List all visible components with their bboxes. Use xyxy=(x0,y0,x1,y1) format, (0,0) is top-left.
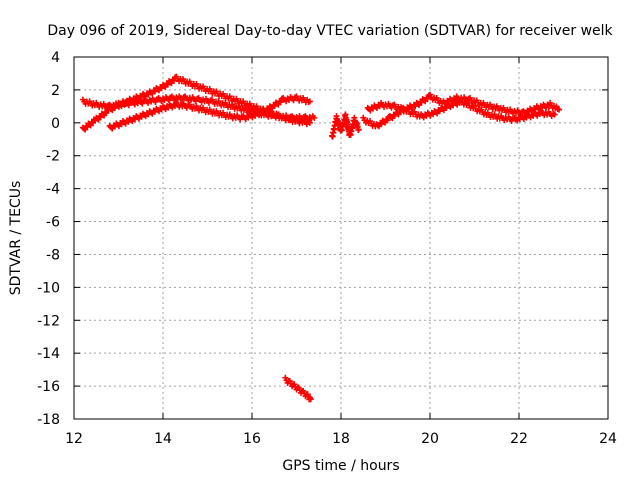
series-track-3 xyxy=(106,93,313,132)
y-tick-label: -14 xyxy=(37,346,60,362)
y-tick-label: -4 xyxy=(46,182,60,198)
x-tick-label: 22 xyxy=(510,431,528,447)
data-marks xyxy=(79,73,563,403)
y-tick-label: 4 xyxy=(51,50,60,66)
data-point xyxy=(306,98,313,105)
x-tick-label: 16 xyxy=(243,431,261,447)
series-track-4 xyxy=(329,111,362,140)
data-point xyxy=(424,95,431,102)
data-point xyxy=(556,106,563,113)
y-tick-label: -6 xyxy=(46,215,60,231)
y-tick-label: -16 xyxy=(37,379,60,395)
data-point xyxy=(311,114,318,121)
y-tick-label: -10 xyxy=(37,280,60,296)
y-tick-label: -18 xyxy=(37,412,60,428)
data-point xyxy=(551,111,558,118)
x-tick-label: 20 xyxy=(421,431,439,447)
x-tick-label: 12 xyxy=(65,431,83,447)
y-tick-label: 0 xyxy=(51,116,60,132)
grid xyxy=(74,57,608,419)
data-point xyxy=(355,126,362,133)
y-tick-label: -2 xyxy=(46,149,60,165)
y-axis-label: SDTVAR / TECUs xyxy=(8,181,24,296)
series-track-6 xyxy=(364,96,558,124)
y-tick-label: 2 xyxy=(51,83,60,99)
series-track-7 xyxy=(282,374,314,403)
data-point xyxy=(170,77,177,84)
data-point xyxy=(307,396,314,403)
data-point xyxy=(172,102,179,109)
data-point xyxy=(277,99,284,106)
chart-title: Day 096 of 2019, Sidereal Day-to-day VTE… xyxy=(47,23,613,39)
data-point xyxy=(306,119,313,126)
x-tick-label: 24 xyxy=(599,431,617,447)
x-tick-label: 18 xyxy=(332,431,350,447)
x-axis-label: GPS time / hours xyxy=(282,458,399,474)
y-tick-label: -12 xyxy=(37,313,60,329)
data-point xyxy=(384,117,391,124)
y-tick-label: -8 xyxy=(46,247,60,263)
data-point xyxy=(536,111,543,118)
x-tick-label: 14 xyxy=(154,431,172,447)
